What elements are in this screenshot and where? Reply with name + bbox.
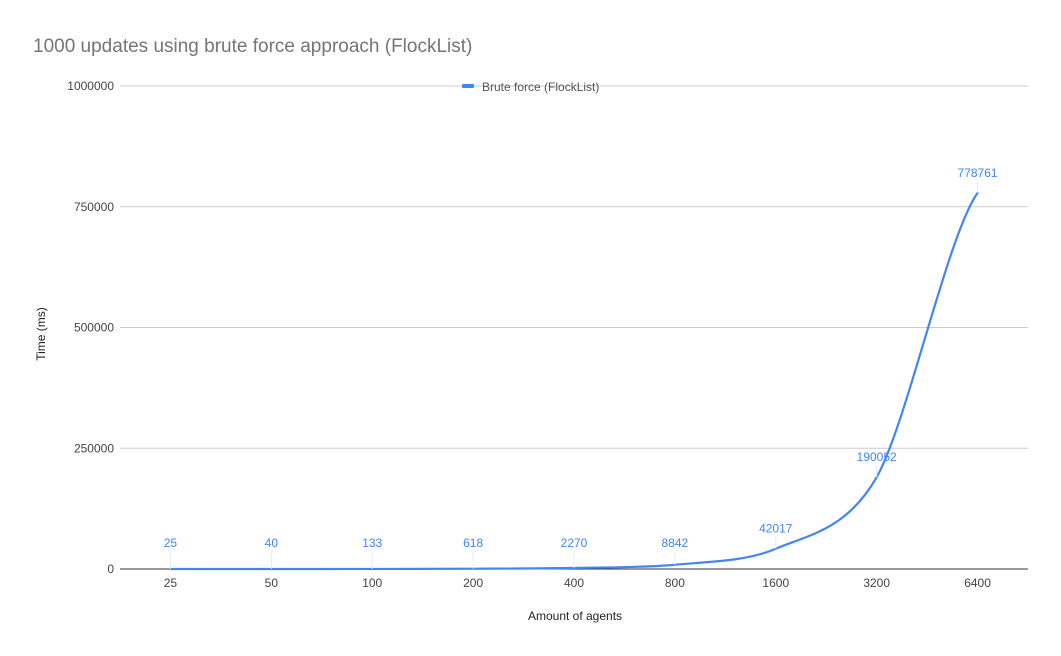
data-label: 133 bbox=[362, 536, 382, 550]
y-axis-title: Time (ms) bbox=[34, 307, 48, 361]
y-tick-label: 250000 bbox=[74, 441, 114, 455]
legend: Brute force (FlockList) bbox=[462, 80, 599, 94]
y-tick-label: 0 bbox=[107, 562, 114, 576]
y-axis-ticks: 0 250000 500000 750000 1000000 bbox=[67, 79, 114, 576]
data-label: 8842 bbox=[662, 536, 689, 550]
x-tick-label: 400 bbox=[564, 576, 584, 590]
x-tick-label: 800 bbox=[665, 576, 685, 590]
data-label: 40 bbox=[265, 536, 279, 550]
data-label: 778761 bbox=[958, 166, 998, 180]
data-label: 190052 bbox=[857, 450, 897, 464]
x-tick-label: 3200 bbox=[863, 576, 890, 590]
series-group bbox=[169, 191, 979, 571]
x-tick-label: 1600 bbox=[762, 576, 789, 590]
data-label: 618 bbox=[463, 536, 483, 550]
series-line-brute-force bbox=[169, 191, 979, 571]
data-label: 2270 bbox=[561, 536, 588, 550]
chart-title: 1000 updates using brute force approach … bbox=[33, 36, 472, 57]
data-labels: 25 40 133 618 2270 8842 42017 190052 778761 bbox=[164, 166, 998, 569]
y-tick-label: 750000 bbox=[74, 200, 114, 214]
legend-label: Brute force (FlockList) bbox=[482, 80, 599, 94]
data-label: 25 bbox=[164, 536, 178, 550]
x-tick-label: 50 bbox=[265, 576, 279, 590]
y-tick-label: 1000000 bbox=[67, 79, 114, 93]
y-tick-label: 500000 bbox=[74, 321, 114, 335]
data-label: 42017 bbox=[759, 522, 793, 536]
x-tick-label: 6400 bbox=[964, 576, 991, 590]
x-tick-label: 100 bbox=[362, 576, 382, 590]
legend-swatch bbox=[462, 84, 474, 88]
x-tick-label: 25 bbox=[164, 576, 178, 590]
x-axis-ticks: 25 50 100 200 400 800 1600 3200 6400 bbox=[164, 576, 991, 590]
gridlines bbox=[120, 85, 1028, 570]
x-tick-label: 200 bbox=[463, 576, 483, 590]
x-axis-title: Amount of agents bbox=[528, 609, 622, 623]
